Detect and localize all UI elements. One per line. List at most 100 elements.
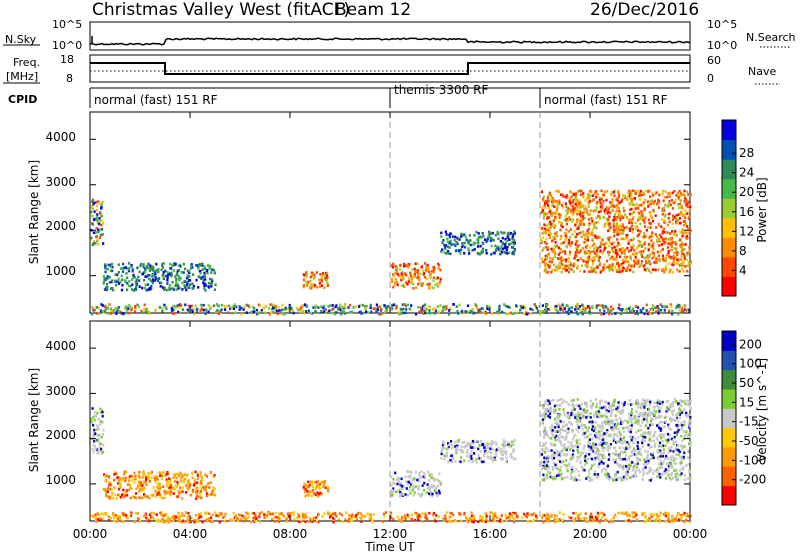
echo-cell <box>672 231 675 235</box>
echo-cell <box>431 484 434 487</box>
echo-cell <box>454 449 457 453</box>
echo-cell <box>324 276 327 280</box>
echo-cell <box>303 279 306 282</box>
echo-cell <box>558 201 561 204</box>
echo-cell <box>681 307 684 311</box>
echo-cell <box>632 270 635 274</box>
echo-cell <box>459 252 462 255</box>
echo-cell <box>689 229 692 232</box>
echo-cell <box>490 244 493 248</box>
echo-cell <box>647 248 650 252</box>
echo-cell <box>636 419 639 423</box>
echo-cell <box>547 470 550 474</box>
echo-cell <box>663 425 666 428</box>
echo-cell <box>143 493 146 496</box>
echo-cell <box>667 251 670 255</box>
echo-cell <box>397 477 401 480</box>
echo-cell <box>563 476 566 479</box>
echo-cell <box>148 274 151 277</box>
cpid-segment-2: themis 3300 RF <box>394 83 488 97</box>
echo-cell <box>682 455 685 459</box>
echo-cell <box>509 454 512 458</box>
echo-cell <box>670 418 673 421</box>
echo-cell <box>591 464 594 468</box>
echo-cell <box>617 216 621 220</box>
echo-cell <box>595 306 598 310</box>
echo-cell <box>495 452 498 455</box>
echo-cell <box>591 250 594 253</box>
echo-cell <box>564 234 567 237</box>
echo-cell <box>662 461 665 464</box>
echo-cell <box>148 312 151 315</box>
echo-cell <box>510 311 513 315</box>
echo-cell <box>629 427 632 431</box>
echo-cell <box>676 433 679 437</box>
echo-cell <box>650 235 654 238</box>
echo-cell <box>593 247 596 250</box>
echo-cell <box>599 236 602 239</box>
echo-cell <box>459 460 462 464</box>
echo-cell <box>390 491 393 494</box>
echo-cell <box>570 195 573 198</box>
echo-cell <box>207 285 210 288</box>
echo-cell <box>658 193 661 197</box>
echo-cell <box>495 454 498 458</box>
colorbar-swatch <box>722 159 736 180</box>
echo-cell <box>132 275 135 279</box>
echo-cell <box>589 433 592 436</box>
echo-cell <box>499 449 502 453</box>
echo-cell <box>146 266 149 270</box>
echo-cell <box>594 271 597 274</box>
echo-cell <box>399 483 402 486</box>
echo-cell <box>663 305 667 308</box>
echo-cell <box>454 440 457 444</box>
echo-cell <box>141 286 144 290</box>
echo-cell <box>173 473 176 477</box>
echo-cell <box>170 309 173 313</box>
echo-cell <box>447 252 450 255</box>
echo-cell <box>676 472 680 476</box>
echo-cell <box>370 310 373 313</box>
echo-cell <box>549 223 552 226</box>
echo-cell <box>667 203 670 207</box>
echo-cell <box>605 242 608 245</box>
echo-cell <box>316 483 319 486</box>
echo-cell <box>642 201 645 204</box>
echo-cell <box>553 306 557 310</box>
echo-cell <box>618 243 621 246</box>
echo-cell <box>647 470 650 474</box>
echo-cell <box>135 285 138 289</box>
echo-cell <box>567 431 570 434</box>
echo-cell <box>556 404 559 407</box>
echo-cell <box>570 409 574 413</box>
echo-cell <box>597 254 600 258</box>
echo-cell <box>688 459 691 462</box>
echo-cell <box>428 310 431 314</box>
echo-cell <box>559 439 562 443</box>
echo-cell <box>479 450 482 453</box>
echo-cell <box>643 458 646 461</box>
echo-cell <box>570 204 573 207</box>
echo-cell <box>672 201 675 205</box>
echo-cell <box>413 273 416 277</box>
echo-cell <box>492 441 495 445</box>
echo-cell <box>546 476 549 480</box>
echo-cell <box>202 485 205 489</box>
echo-cell <box>490 457 493 461</box>
echo-cell <box>679 461 683 465</box>
echo-cell <box>666 462 669 466</box>
echo-cell <box>176 269 179 273</box>
echo-cell <box>661 305 664 308</box>
echo-cell <box>259 304 262 307</box>
echo-cell <box>172 486 175 490</box>
echo-cell <box>586 402 589 406</box>
echo-cell <box>184 267 187 271</box>
echo-cell <box>686 212 689 215</box>
echo-cell <box>634 312 637 315</box>
echo-cell <box>634 465 637 468</box>
frequency-trace <box>90 62 690 75</box>
echo-cell <box>582 196 585 199</box>
echo-cell <box>682 223 685 227</box>
echo-cell <box>395 269 398 273</box>
echo-cell <box>668 270 671 274</box>
